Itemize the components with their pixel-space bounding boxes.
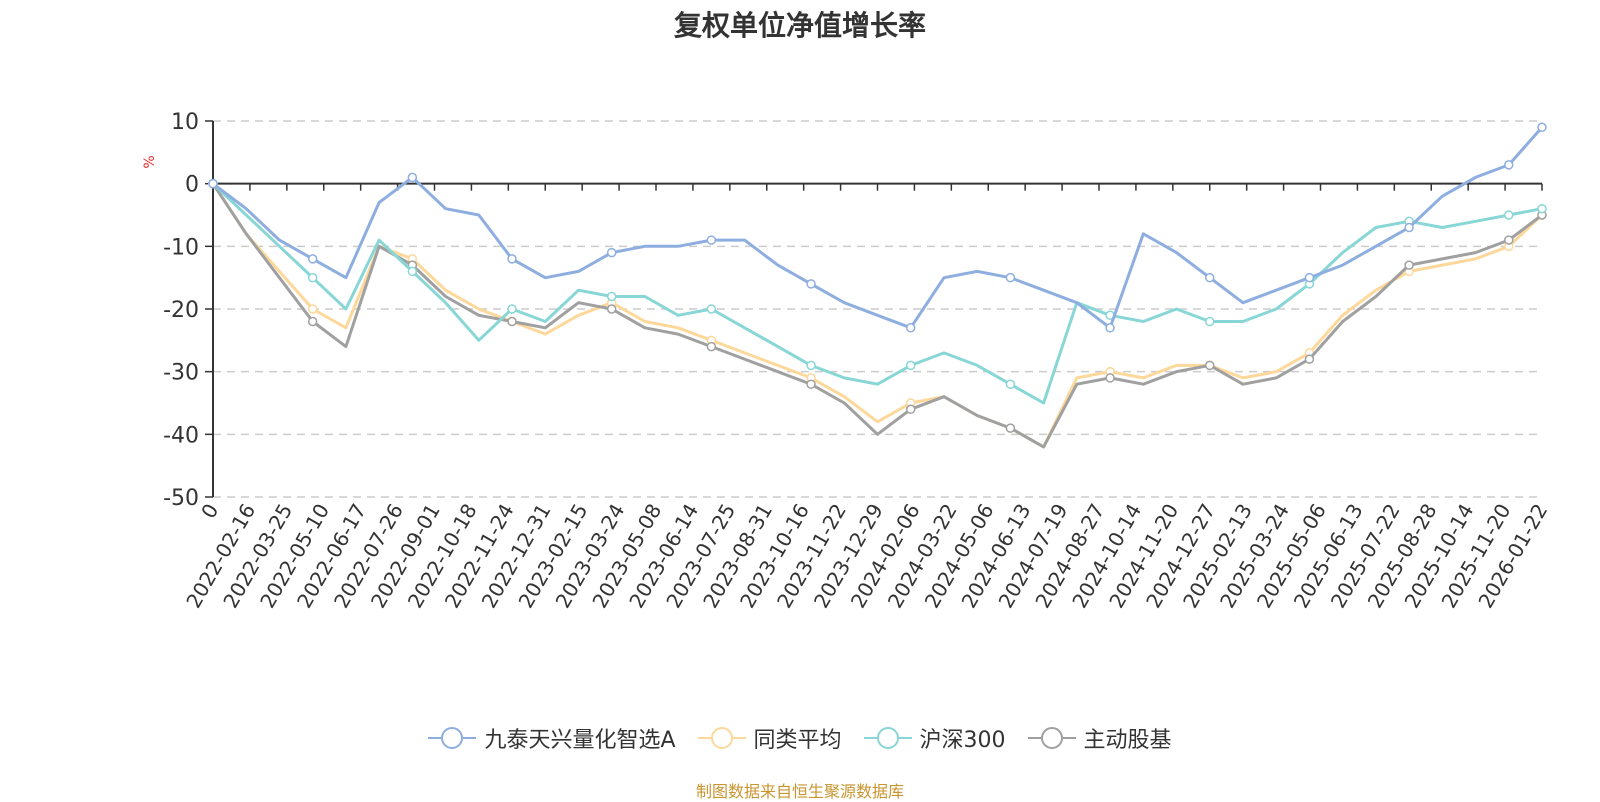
series-csi300-point	[1504, 210, 1514, 220]
series-csi300-point	[307, 272, 318, 283]
series-fund-line	[212, 126, 1544, 330]
legend-label-fund: 九泰天兴量化智选A	[484, 728, 676, 753]
axis-layer: 100-10-20-30-40-5002022-02-162022-03-252…	[163, 110, 1552, 612]
series-fund-point	[706, 235, 717, 245]
series-fund-point	[1205, 272, 1215, 283]
legend-marker-csi300	[863, 727, 912, 749]
legend-label-peer-average: 同类平均	[753, 728, 842, 753]
chart-title: 复权单位净值增长率	[673, 9, 926, 42]
legend-item-peer-average[interactable]: 同类平均	[697, 722, 842, 754]
series-csi300-line	[211, 182, 1543, 405]
series-active-equity-point	[706, 341, 717, 352]
series-active-equity-line	[211, 182, 1543, 449]
series-fund-point	[1504, 160, 1514, 170]
series-csi300-point	[1005, 379, 1016, 389]
series-active-equity-point	[1404, 260, 1414, 270]
series-fund-point	[606, 247, 617, 258]
y-tick-label: 0	[185, 173, 199, 198]
series-fund-point	[208, 178, 218, 189]
legend-marker-active-equity	[1027, 727, 1076, 749]
legend-marker-fund	[428, 727, 477, 749]
series-active-equity-point	[507, 316, 517, 327]
series-fund-point	[806, 279, 816, 289]
series-fund-point	[507, 254, 517, 264]
legend-label-csi300: 沪深300	[919, 728, 1006, 753]
series-active-equity-point	[806, 379, 816, 389]
series-csi300-point	[606, 291, 617, 302]
legend-item-active-equity[interactable]: 主动股基	[1027, 722, 1172, 754]
legend-marker-peer-average	[697, 727, 746, 749]
series-active-equity-point	[1105, 373, 1115, 383]
legend-item-fund[interactable]: 九泰天兴量化智选A	[428, 722, 676, 754]
series-peer-average-line	[211, 182, 1544, 449]
series-fund-point	[1404, 222, 1414, 233]
series-fund-point	[307, 254, 318, 264]
series-csi300-point	[706, 304, 717, 314]
series-fund-point	[1537, 122, 1547, 133]
series-active-equity-point	[307, 316, 318, 327]
data-source-note: 制图数据来自恒生聚源数据库	[695, 782, 904, 801]
series-csi300-point	[1537, 203, 1547, 214]
series-active-equity-point	[1304, 354, 1315, 364]
y-tick-label: -50	[163, 486, 199, 511]
y-tick-label: -10	[163, 235, 199, 260]
series-active-equity-point	[1504, 235, 1514, 245]
series-fund-point	[1005, 272, 1016, 283]
series-active-equity-point	[1205, 360, 1215, 371]
series-active-equity-point	[905, 404, 916, 415]
series-fund-point	[1304, 272, 1315, 283]
y-axis-unit: %	[142, 155, 158, 168]
legend-label-active-equity: 主动股基	[1083, 728, 1172, 753]
legend: 九泰天兴量化智选A 同类平均 沪深300 主动股基	[0, 722, 1600, 754]
series-csi300-point	[507, 304, 517, 314]
series-fund-point	[905, 323, 916, 333]
y-tick-label: -30	[163, 361, 199, 386]
y-tick-label: 10	[171, 110, 199, 135]
series-fund-point	[407, 172, 418, 183]
series-active-equity-point	[606, 304, 617, 314]
series-layer	[208, 122, 1547, 449]
y-tick-label: -20	[163, 298, 199, 323]
legend-item-csi300[interactable]: 沪深300	[863, 722, 1006, 754]
series-peer-average-point	[307, 304, 318, 314]
series-csi300-point	[905, 360, 916, 371]
y-tick-label: -40	[163, 423, 199, 448]
series-csi300-point	[1205, 316, 1215, 327]
series-csi300-point	[806, 360, 816, 371]
x-tick-label: 0	[196, 500, 223, 523]
series-csi300-point	[407, 266, 418, 277]
series-fund-point	[1105, 323, 1115, 333]
series-active-equity-point	[1005, 423, 1016, 433]
